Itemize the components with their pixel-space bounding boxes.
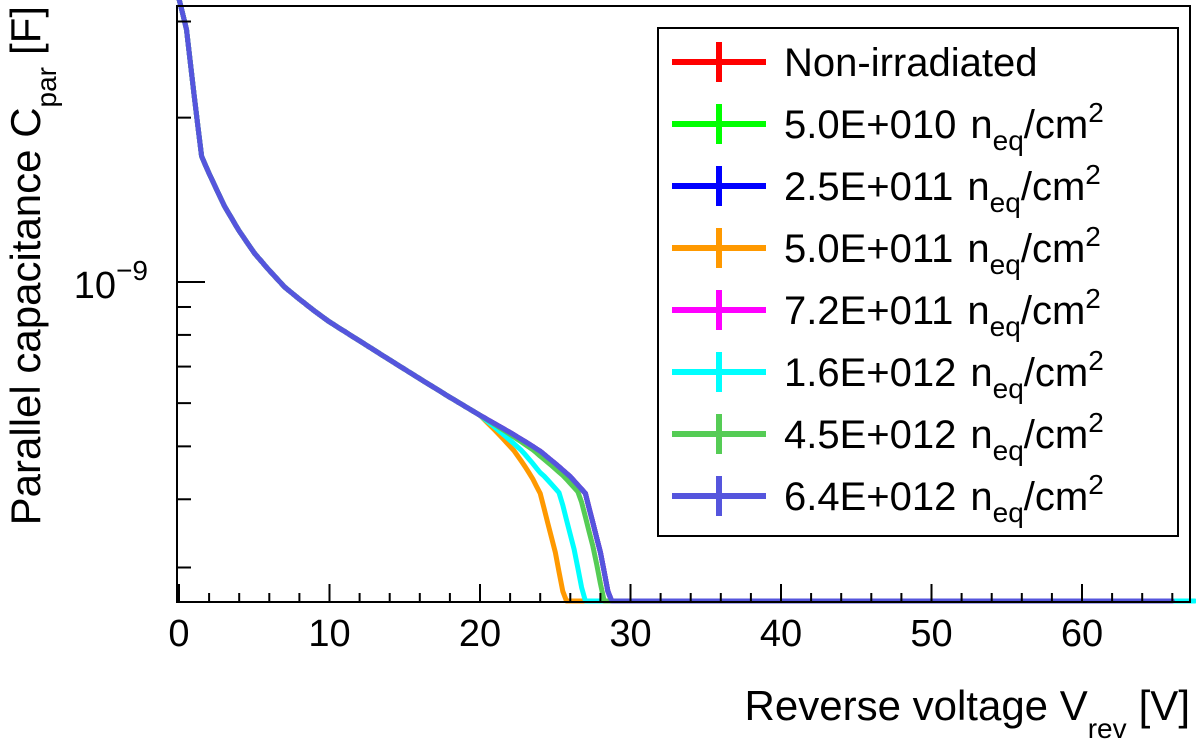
legend-unit-text: /cm — [1024, 475, 1088, 519]
legend-entry-name: 2.5E+011 — [784, 165, 953, 209]
legend-unit-sub: eq — [993, 497, 1024, 528]
legend-unit-sup: 2 — [1088, 407, 1104, 438]
legend-unit-text: /cm — [1024, 103, 1088, 147]
legend-unit-n: n — [970, 475, 992, 519]
legend-entry: 1.6E+012 neq/cm2 — [784, 345, 1104, 404]
legend-unit-n: n — [967, 289, 989, 333]
legend-unit-sup: 2 — [1085, 283, 1101, 314]
x-tick-label: 20 — [459, 613, 501, 655]
y-axis-ticks: 10−9 — [74, 20, 205, 569]
legend-unit-text: /cm — [1021, 227, 1085, 271]
x-tick-label: 50 — [910, 613, 952, 655]
legend-unit-text: /cm — [1021, 165, 1085, 209]
legend-entry: 2.5E+011 neq/cm2 — [784, 159, 1101, 218]
legend-entry: 6.4E+012 neq/cm2 — [784, 469, 1104, 528]
y-axis-label-unit: [F] — [2, 6, 49, 55]
legend-unit-sup: 2 — [1088, 345, 1104, 376]
legend-entry: Non-irradiated — [784, 41, 1037, 85]
legend-entry: 7.2E+011 neq/cm2 — [784, 283, 1101, 342]
legend-unit-sub: eq — [993, 373, 1024, 404]
legend-unit-sup: 2 — [1085, 159, 1101, 190]
y-tick-label: 10−9 — [74, 255, 148, 307]
legend-unit-n: n — [970, 413, 992, 457]
legend-unit-text: /cm — [1024, 351, 1088, 395]
legend-unit-sup: 2 — [1085, 221, 1101, 252]
y-axis-label-main: Parallel capacitance C — [2, 107, 49, 525]
legend-entry-name: 4.5E+012 — [784, 413, 956, 457]
legend-entry: 5.0E+011 neq/cm2 — [784, 221, 1101, 280]
y-tick-base: 10 — [74, 265, 116, 307]
legend-unit-sup: 2 — [1088, 469, 1104, 500]
x-axis-ticks: 0 10 20 30 40 50 60 — [168, 584, 1174, 655]
x-tick-label: 30 — [609, 613, 651, 655]
legend-entry-name: 5.0E+010 — [784, 103, 956, 147]
x-tick-label: 40 — [760, 613, 802, 655]
y-tick-exponent: −9 — [116, 255, 148, 286]
x-tick-label: 0 — [168, 613, 189, 655]
legend-entry-name: 1.6E+012 — [784, 351, 956, 395]
x-tick-label: 60 — [1061, 613, 1103, 655]
legend-entry-name: 5.0E+011 — [784, 227, 953, 271]
x-tick-label: 10 — [308, 613, 350, 655]
legend-box — [657, 27, 1179, 537]
legend-unit-n: n — [970, 103, 992, 147]
x-axis-label-main: Reverse voltage V — [745, 682, 1088, 729]
x-axis-label: Reverse voltage Vrev [V] — [745, 682, 1190, 744]
plot-frame — [176, 5, 1191, 603]
legend-unit-sub: eq — [990, 311, 1021, 342]
legend-unit-sub: eq — [993, 435, 1024, 466]
y-axis-label-sub: par — [31, 67, 62, 107]
legend-unit-text: /cm — [1024, 413, 1088, 457]
legend-unit-n: n — [970, 351, 992, 395]
legend-entry: 5.0E+010 neq/cm2 — [784, 97, 1104, 156]
legend-unit-sub: eq — [993, 125, 1024, 156]
x-axis-label-sub: rev — [1088, 713, 1127, 744]
legend-entry-name: Non-irradiated — [784, 41, 1037, 85]
y-axis-label: Parallel capacitance Cpar [F] — [2, 6, 62, 525]
legend-unit-sup: 2 — [1088, 97, 1104, 128]
legend-entry-name: 6.4E+012 — [784, 475, 956, 519]
legend-unit-text: /cm — [1021, 289, 1085, 333]
legend-unit-n: n — [967, 165, 989, 209]
legend-entry: 4.5E+012 neq/cm2 — [784, 407, 1104, 466]
legend-entry-name: 7.2E+011 — [784, 289, 953, 333]
legend-unit-sub: eq — [990, 249, 1021, 280]
x-axis-label-unit: [V] — [1139, 682, 1190, 729]
legend-unit-n: n — [967, 227, 989, 271]
legend-unit-sub: eq — [990, 187, 1021, 218]
